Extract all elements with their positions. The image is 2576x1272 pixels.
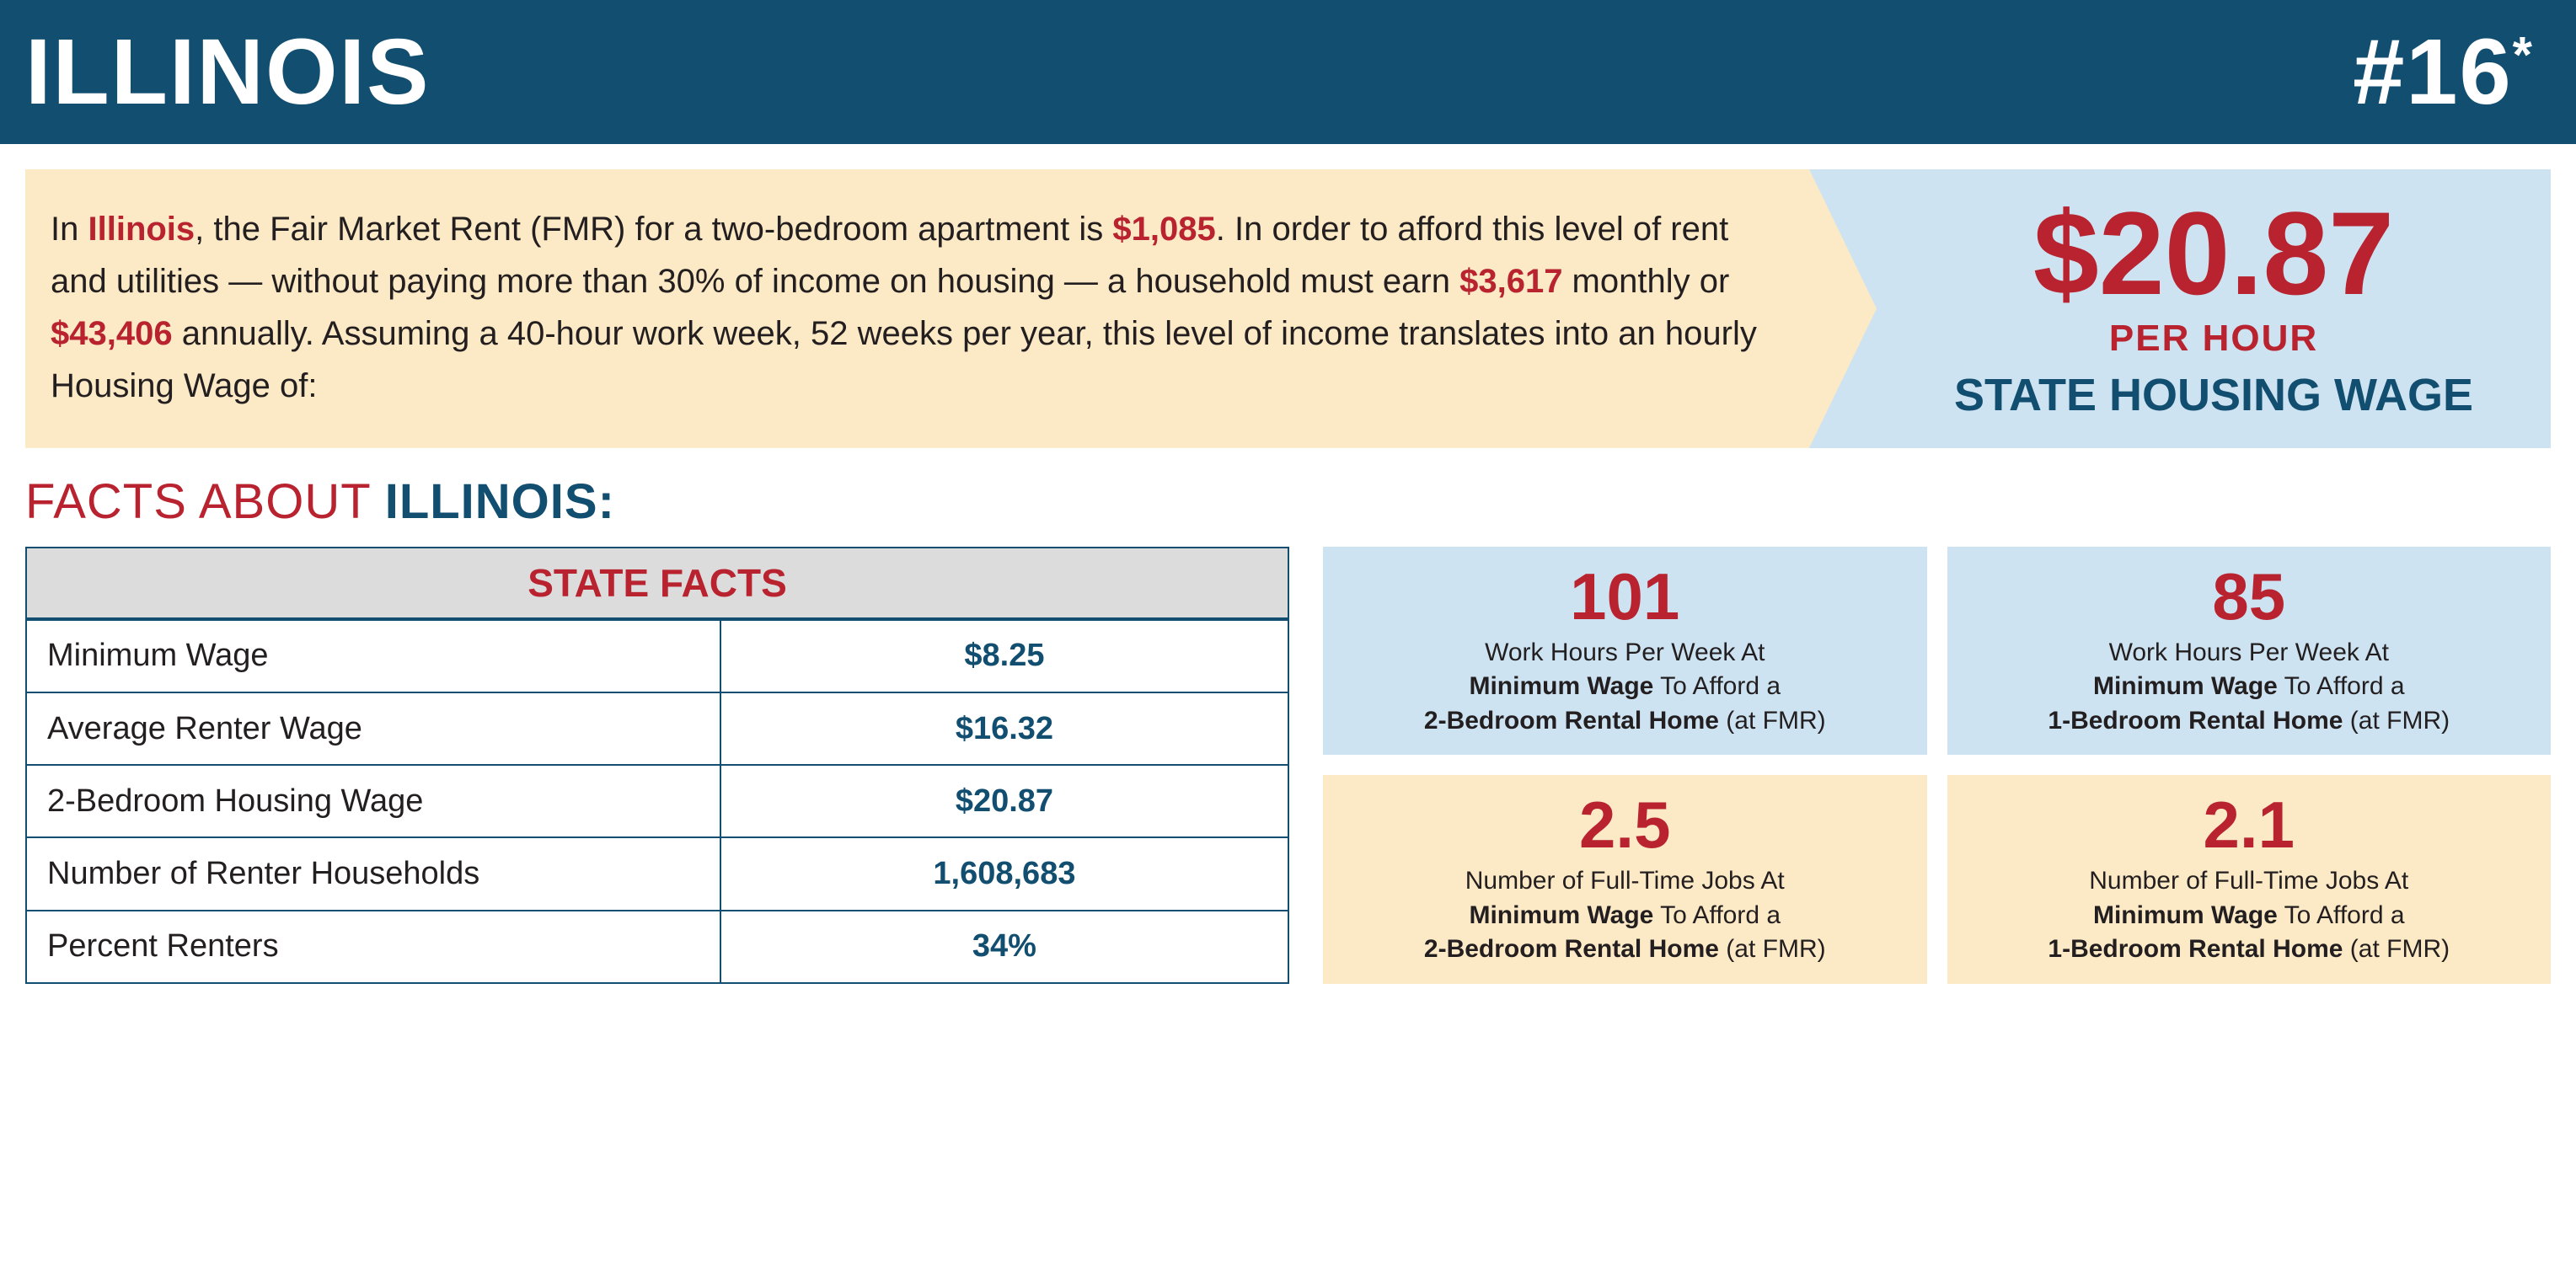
fact-label: 2-Bedroom Housing Wage <box>26 765 720 837</box>
stat-number: 85 <box>2212 564 2285 629</box>
summary-fragment: monthly or <box>1562 263 1729 300</box>
housing-wage-box: $20.87 PER HOUR STATE HOUSING WAGE <box>1809 169 2551 448</box>
fact-label: Minimum Wage <box>26 619 720 692</box>
fact-label: Average Renter Wage <box>26 692 720 765</box>
fact-value: $8.25 <box>720 619 1288 692</box>
table-row: Average Renter Wage $16.32 <box>26 692 1288 765</box>
summary-monthly: $3,617 <box>1459 263 1562 300</box>
summary-fragment: , the Fair Market Rent (FMR) for a two-b… <box>195 211 1112 248</box>
facts-heading: FACTS ABOUT ILLINOIS: <box>0 473 2576 530</box>
summary-row: In Illinois, the Fair Market Rent (FMR) … <box>0 169 2576 448</box>
stat-card-grid: 101 Work Hours Per Week At Minimum Wage … <box>1323 547 2551 984</box>
state-title: ILLINOIS <box>25 19 430 126</box>
state-facts-body: Minimum Wage $8.25 Average Renter Wage $… <box>26 619 1288 983</box>
stat-desc: Number of Full-Time Jobs At Minimum Wage… <box>2048 864 2450 967</box>
stat-desc: Work Hours Per Week At Minimum Wage To A… <box>1424 636 1826 739</box>
header-bar: ILLINOIS #16* <box>0 0 2576 144</box>
summary-annual: $43,406 <box>51 315 173 352</box>
stat-number: 2.5 <box>1579 792 1670 858</box>
stat-desc: Number of Full-Time Jobs At Minimum Wage… <box>1424 864 1826 967</box>
stat-card-jobs-2br: 2.5 Number of Full-Time Jobs At Minimum … <box>1323 775 1927 984</box>
summary-text: In Illinois, the Fair Market Rent (FMR) … <box>25 169 1877 448</box>
stat-card-hours-1br: 85 Work Hours Per Week At Minimum Wage T… <box>1947 547 2552 756</box>
rank-asterisk: * <box>2513 26 2534 83</box>
summary-state-inline: Illinois <box>88 211 195 248</box>
state-facts-title: STATE FACTS <box>26 548 1288 619</box>
fact-label: Percent Renters <box>26 911 720 983</box>
state-facts-table: STATE FACTS Minimum Wage $8.25 Average R… <box>25 547 1289 984</box>
table-row: 2-Bedroom Housing Wage $20.87 <box>26 765 1288 837</box>
state-rank: #16* <box>2353 19 2534 126</box>
stat-number: 101 <box>1570 564 1679 629</box>
fact-label: Number of Renter Households <box>26 837 720 910</box>
summary-fragment: annually. Assuming a 40-hour work week, … <box>51 315 1757 404</box>
summary-fragment: In <box>51 211 88 248</box>
lower-content-row: STATE FACTS Minimum Wage $8.25 Average R… <box>0 547 2576 984</box>
facts-heading-state: ILLINOIS: <box>385 474 615 529</box>
stat-card-jobs-1br: 2.1 Number of Full-Time Jobs At Minimum … <box>1947 775 2552 984</box>
fact-value: 34% <box>720 911 1288 983</box>
stat-card-hours-2br: 101 Work Hours Per Week At Minimum Wage … <box>1323 547 1927 756</box>
wage-label: STATE HOUSING WAGE <box>1954 368 2473 423</box>
wage-amount: $20.87 <box>2033 195 2394 313</box>
fact-value: 1,608,683 <box>720 837 1288 910</box>
rank-number: #16 <box>2353 20 2513 124</box>
stat-number: 2.1 <box>2204 792 2295 858</box>
table-row: Minimum Wage $8.25 <box>26 619 1288 692</box>
table-row: Number of Renter Households 1,608,683 <box>26 837 1288 910</box>
summary-fragment: . <box>1216 211 1225 248</box>
stat-desc: Work Hours Per Week At Minimum Wage To A… <box>2048 636 2450 739</box>
summary-fmr: $1,085 <box>1112 211 1215 248</box>
facts-heading-prefix: FACTS ABOUT <box>25 474 385 529</box>
fact-value: $20.87 <box>720 765 1288 837</box>
table-row: Percent Renters 34% <box>26 911 1288 983</box>
fact-value: $16.32 <box>720 692 1288 765</box>
wage-per-hour: PER HOUR <box>2109 318 2318 360</box>
